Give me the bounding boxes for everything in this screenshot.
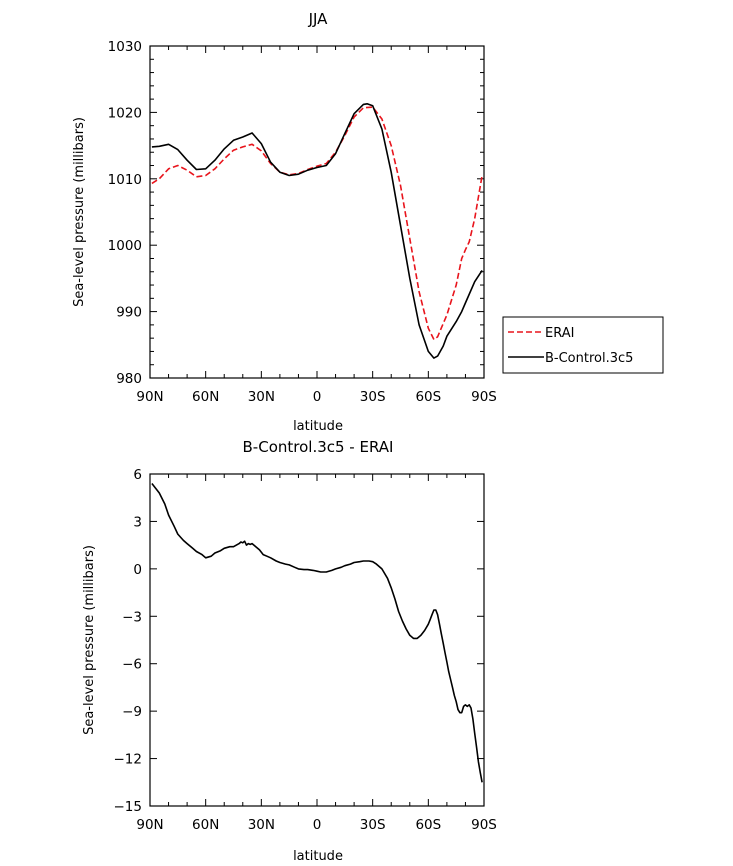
x-tick-label: 30N [248,817,275,833]
x-tick-label: 30N [248,389,275,405]
y-tick-label: −6 [122,657,142,673]
x-tick-label: 60S [415,389,441,405]
y-tick-label: 6 [133,467,142,483]
legend-label-erai: ERAI [545,326,574,341]
y-tick-label: −15 [114,799,143,815]
top-chart-title: JJA [308,10,329,28]
series-line-difference-0 [151,483,483,783]
legend: ERAI B-Control.3c5 [502,316,664,374]
x-tick-label: 0 [313,389,322,405]
y-tick-label: 980 [116,371,142,387]
y-tick-label: −3 [122,609,142,625]
top-panel: JJA 90N 60N 30N 0 30S 60S 90S 980 990 1000 1010 10… [72,10,497,434]
bottom-x-axis-label: latitude [293,849,343,864]
x-tick-label: 30S [360,389,386,405]
y-tick-label: −9 [122,704,142,720]
bottom-plot-frame [149,473,485,807]
x-tick-label: 90S [471,389,497,405]
x-tick-label: 0 [313,817,322,833]
bottom-chart-title: B-Control.3c5 - ERAI [243,438,394,456]
y-tick-label: 990 [116,305,142,321]
x-tick-label: 90S [471,817,497,833]
y-tick-label: −12 [114,752,143,768]
x-tick-label: 90N [136,389,163,405]
bottom-panel: B-Control.3c5 - ERAI 90N 60N 30N 0 30S 60S 90S… [82,438,497,864]
top-y-ticks: 980 990 1000 1010 1020 1030 [108,39,484,387]
top-x-axis-label: latitude [293,419,343,434]
x-tick-label: 60N [192,817,219,833]
series-line-erai [151,106,483,341]
bottom-x-ticks: 90N 60N 30N 0 30S 60S 90S [136,474,497,833]
x-tick-label: 90N [136,817,163,833]
bottom-series-lines [151,483,483,783]
top-y-axis-label: Sea-level pressure (millibars) [72,117,87,307]
bottom-y-axis-label: Sea-level pressure (millibars) [82,545,97,735]
bottom-y-ticks: −15 −12 −9 −6 −3 0 3 6 [114,467,484,815]
x-tick-label: 60S [415,817,441,833]
x-tick-label: 60N [192,389,219,405]
top-x-ticks: 90N 60N 30N 0 30S 60S 90S [136,46,497,405]
y-tick-label: 0 [133,562,142,578]
y-tick-label: 1010 [108,172,142,188]
series-line-b-control-3c5 [151,103,483,359]
y-tick-label: 1020 [108,105,142,121]
x-tick-label: 30S [360,817,386,833]
top-series-lines [151,103,483,359]
top-plot-frame [149,45,485,379]
legend-label-control: B-Control.3c5 [545,351,633,366]
legend-box [502,316,664,374]
y-tick-label: 1000 [108,238,142,254]
y-tick-label: 1030 [108,39,142,55]
y-tick-label: 3 [133,514,142,530]
